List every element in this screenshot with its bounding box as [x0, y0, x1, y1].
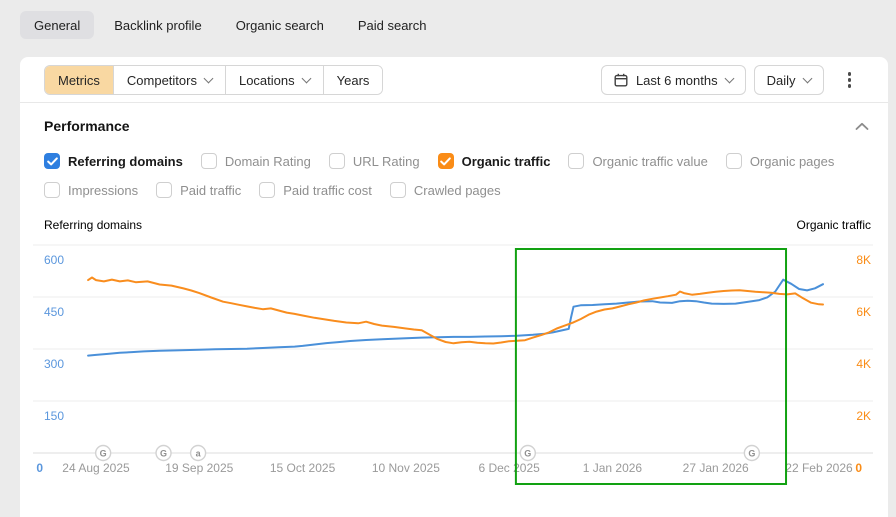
filter-segmented-control: Metrics Competitors Locations Years: [44, 65, 384, 95]
marker-letter: G: [748, 449, 755, 459]
right-axis-legend: Organic traffic: [796, 218, 871, 232]
checkbox-unchecked-icon[interactable]: [328, 153, 345, 169]
date-range-dropdown[interactable]: Last 6 months: [600, 65, 746, 95]
checkbox-unchecked-icon[interactable]: [44, 182, 60, 198]
checkbox-unchecked-icon[interactable]: [156, 182, 173, 198]
metrics-button-label: Metrics: [58, 72, 100, 88]
metric-checkbox-label: Referring domains: [68, 153, 183, 169]
x-axis-date-label: 24 Aug 2025: [62, 461, 130, 475]
left-axis-tick: 150: [44, 409, 64, 423]
metric-checkbox-crawled-pages[interactable]: Crawled pages: [389, 182, 501, 198]
report-card: Metrics Competitors Locations Years: [20, 57, 888, 517]
toolbar: Metrics Competitors Locations Years: [20, 57, 888, 102]
left-axis-legend: Referring domains: [44, 218, 143, 232]
chart-axis-legends: Referring domains Organic traffic: [20, 198, 888, 232]
locations-dropdown[interactable]: Locations: [224, 66, 323, 94]
marker-letter: a: [196, 449, 202, 459]
collapse-section-button[interactable]: [855, 122, 869, 131]
performance-title: Performance: [44, 118, 130, 134]
competitors-dropdown-label: Competitors: [126, 72, 197, 88]
metric-checkbox-label: Crawled pages: [413, 182, 501, 198]
metric-checkbox-list: Referring domains Domain Rating URL Rating…: [20, 134, 884, 198]
metric-checkbox-url-rating[interactable]: URL Rating: [328, 153, 420, 169]
granularity-dropdown[interactable]: Daily: [753, 65, 824, 95]
checkbox-unchecked-icon[interactable]: [200, 153, 217, 169]
metric-checkbox-label: Organic traffic value: [592, 153, 708, 169]
metric-checkbox-label: Paid traffic cost: [283, 182, 372, 198]
metric-checkbox-label: Domain Rating: [224, 153, 311, 169]
right-axis-zero: 0: [855, 461, 862, 475]
metric-checkbox-paid-traffic-cost[interactable]: Paid traffic cost: [259, 182, 372, 198]
performance-header: Performance: [20, 103, 888, 134]
marker-letter: G: [160, 449, 167, 459]
date-range-label: Last 6 months: [635, 72, 718, 88]
right-axis-tick: 4K: [856, 357, 871, 371]
tab-backlink-profile[interactable]: Backlink profile: [114, 17, 202, 33]
metric-checkbox-impressions[interactable]: Impressions: [44, 182, 138, 198]
google-update-marker[interactable]: [155, 444, 172, 462]
metrics-button[interactable]: Metrics: [45, 66, 113, 94]
x-axis-date-label: 27 Jan 2026: [683, 461, 749, 475]
checkbox-checked-icon[interactable]: [44, 153, 60, 169]
metric-checkbox-paid-traffic[interactable]: Paid traffic: [156, 182, 241, 198]
google-update-marker[interactable]: [94, 444, 112, 462]
competitors-dropdown[interactable]: Competitors: [112, 66, 225, 94]
chevron-down-icon: [203, 73, 214, 84]
metric-checkbox-label: URL Rating: [352, 153, 420, 169]
years-button-label: Years: [336, 72, 370, 88]
x-axis-date-label: 22 Feb 2026: [785, 461, 853, 475]
ahrefs-event-marker[interactable]: [189, 444, 207, 462]
checkbox-unchecked-icon[interactable]: [725, 153, 742, 169]
granularity-label: Daily: [766, 72, 796, 88]
chevron-up-icon: [855, 122, 869, 130]
checkbox-unchecked-icon[interactable]: [568, 153, 585, 169]
left-axis-tick: 600: [44, 253, 64, 267]
chevron-down-icon: [724, 73, 735, 84]
x-axis-date-label: 19 Sep 2025: [165, 461, 233, 475]
more-options-button[interactable]: [844, 67, 856, 93]
marker-letter: G: [524, 449, 531, 459]
series-referring-domains: [87, 278, 824, 357]
checkbox-unchecked-icon[interactable]: [259, 182, 276, 198]
chevron-down-icon: [802, 73, 812, 84]
right-axis-tick: 8K: [856, 253, 871, 267]
google-update-marker[interactable]: [743, 444, 761, 462]
toolbar-divider: [20, 102, 888, 103]
metric-checkbox-referring-domains[interactable]: Referring domains: [44, 153, 183, 169]
performance-chart[interactable]: 600 450 300 150 0 8K 6K 4K 2K 0 24 Aug 2025 19 Sep …: [20, 237, 888, 489]
checkbox-checked-icon[interactable]: [437, 153, 454, 169]
locations-dropdown-label: Locations: [238, 72, 295, 88]
right-axis-tick: 6K: [856, 305, 871, 319]
tab-general[interactable]: General: [20, 11, 95, 39]
left-axis-tick: 300: [44, 357, 64, 371]
toolbar-right-group: Last 6 months Daily: [600, 65, 856, 95]
metric-checkbox-organic-pages[interactable]: Organic pages: [725, 153, 835, 169]
report-tabs: General Backlink profile Organic search …: [0, 0, 896, 39]
checkbox-unchecked-icon[interactable]: [389, 182, 406, 198]
metric-checkbox-organic-traffic[interactable]: Organic traffic: [437, 153, 551, 169]
metric-checkbox-label: Impressions: [68, 182, 139, 198]
chevron-down-icon: [301, 73, 312, 84]
right-axis-tick: 2K: [856, 409, 871, 423]
google-update-marker[interactable]: [519, 444, 537, 462]
calendar-icon: [614, 73, 628, 87]
metric-checkbox-label: Organic pages: [749, 153, 835, 169]
x-axis-date-label: 10 Nov 2025: [372, 461, 440, 475]
metric-checkbox-label: Paid traffic: [180, 182, 242, 198]
tab-organic-search[interactable]: Organic search: [235, 17, 324, 33]
years-button[interactable]: Years: [322, 66, 383, 94]
metric-checkbox-organic-traffic-value[interactable]: Organic traffic value: [568, 153, 708, 169]
tab-paid-search[interactable]: Paid search: [357, 17, 427, 33]
marker-letter: G: [100, 449, 107, 459]
x-axis-date-label: 15 Oct 2025: [270, 461, 336, 475]
left-axis-zero: 0: [36, 461, 43, 475]
metric-checkbox-label: Organic traffic: [461, 153, 551, 169]
metric-checkbox-domain-rating[interactable]: Domain Rating: [200, 153, 311, 169]
left-axis-tick: 450: [44, 305, 64, 319]
series-organic-traffic: [87, 276, 824, 345]
x-axis-date-label: 1 Jan 2026: [583, 461, 643, 475]
x-axis-date-label: 6 Dec 2025: [478, 461, 540, 475]
highlight-box: [514, 248, 788, 485]
